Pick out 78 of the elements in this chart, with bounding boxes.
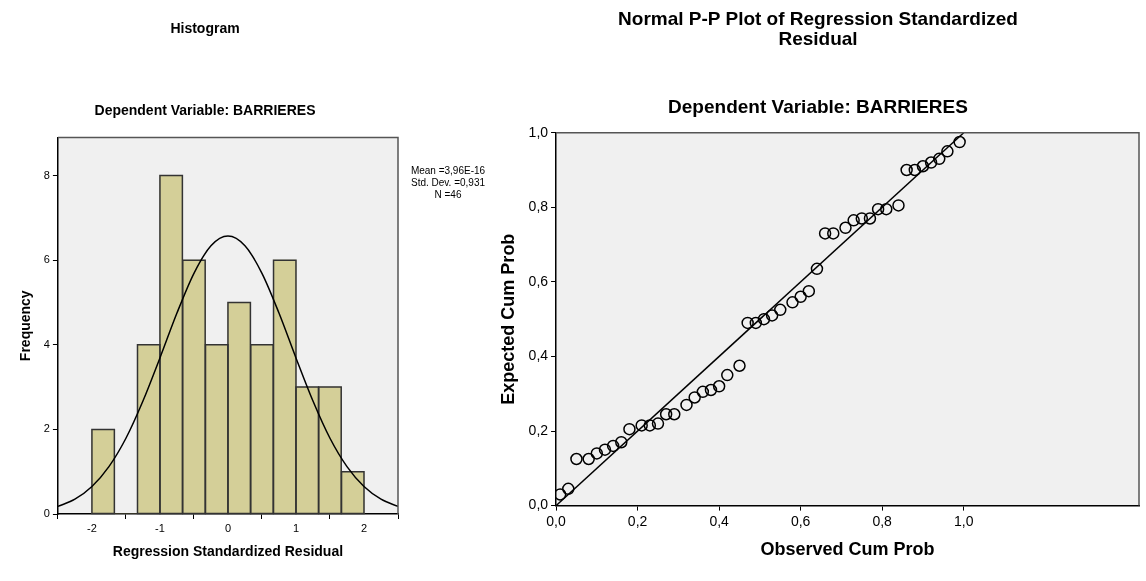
y-axis-title: Expected Cum Prob bbox=[497, 233, 518, 405]
point bbox=[721, 368, 734, 382]
x-tick-label: 0,8 bbox=[872, 512, 893, 529]
x-tick-label: -2 bbox=[87, 521, 97, 534]
x-tick-label: -1 bbox=[155, 521, 165, 534]
point bbox=[827, 227, 840, 240]
y-tick-label: 0,0 bbox=[528, 496, 549, 513]
point bbox=[818, 227, 832, 240]
point bbox=[696, 385, 710, 399]
point bbox=[712, 380, 726, 393]
point bbox=[582, 452, 595, 466]
x-tick-label: 2 bbox=[360, 521, 368, 534]
point bbox=[659, 407, 673, 421]
chart-subtitle: Dependent Variable: BARRIERES bbox=[94, 101, 316, 118]
point bbox=[810, 262, 824, 276]
point bbox=[749, 316, 763, 330]
point bbox=[590, 447, 604, 460]
x-tick-label: 0,0 bbox=[546, 512, 566, 529]
point bbox=[688, 391, 701, 404]
point bbox=[855, 212, 869, 225]
point bbox=[774, 303, 787, 317]
point bbox=[871, 202, 885, 216]
point bbox=[863, 212, 877, 225]
x-tick-label: 0,4 bbox=[709, 512, 730, 529]
point bbox=[900, 163, 913, 177]
point bbox=[680, 398, 693, 412]
point bbox=[953, 135, 966, 149]
point bbox=[668, 407, 681, 421]
point bbox=[802, 284, 816, 298]
y-tick-label: 0,2 bbox=[528, 421, 549, 438]
y-tick-label: 8 bbox=[43, 168, 50, 181]
x-tick-label: 0,6 bbox=[790, 512, 811, 529]
y-tick-label: 0,8 bbox=[528, 198, 549, 215]
chart-title: Histogram bbox=[170, 20, 240, 37]
x-axis-title: Observed Cum Prob bbox=[760, 539, 935, 560]
point bbox=[635, 419, 648, 432]
y-axis-title: Frequency bbox=[17, 290, 34, 362]
point bbox=[556, 488, 567, 501]
point bbox=[916, 160, 930, 173]
point bbox=[839, 221, 852, 235]
text: N =46 bbox=[434, 189, 462, 201]
point bbox=[757, 312, 771, 326]
point bbox=[941, 145, 954, 158]
y-tick-label: 1,0 bbox=[528, 123, 549, 140]
point bbox=[847, 214, 860, 227]
point bbox=[704, 383, 718, 397]
point bbox=[643, 419, 657, 432]
x-axis-title: Regression Standardized Residual bbox=[112, 543, 344, 560]
point bbox=[615, 435, 628, 449]
point bbox=[794, 290, 807, 304]
point bbox=[741, 316, 754, 330]
chart-title: Normal P-P Plot of Regression Standardized Residual bbox=[618, 8, 1018, 50]
point bbox=[786, 296, 799, 309]
x-tick-label: 0,2 bbox=[627, 512, 648, 529]
point bbox=[598, 443, 612, 456]
y-tick-label: 4 bbox=[43, 337, 50, 350]
point bbox=[892, 199, 905, 212]
point bbox=[933, 152, 946, 166]
y-tick-label: 2 bbox=[43, 422, 50, 435]
text: Std. Dev. =0,931 bbox=[410, 177, 486, 189]
point bbox=[733, 359, 746, 373]
text: Mean =3,96E-16 bbox=[410, 165, 486, 177]
point bbox=[606, 439, 620, 453]
point bbox=[651, 417, 665, 430]
point bbox=[765, 309, 779, 322]
point bbox=[924, 156, 938, 169]
point bbox=[908, 163, 922, 177]
point bbox=[623, 422, 636, 436]
point bbox=[570, 452, 583, 466]
x-tick-label: 1,0 bbox=[953, 512, 974, 529]
y-tick-label: 6 bbox=[43, 253, 50, 266]
x-tick-label: 0 bbox=[224, 521, 232, 534]
chart-subtitle: Dependent Variable: BARRIERES bbox=[668, 95, 968, 117]
y-tick-label: 0,4 bbox=[528, 347, 549, 364]
y-tick-label: 0,6 bbox=[528, 272, 549, 289]
point bbox=[880, 202, 893, 216]
x-tick-label: 1 bbox=[292, 521, 300, 534]
point bbox=[562, 482, 575, 496]
